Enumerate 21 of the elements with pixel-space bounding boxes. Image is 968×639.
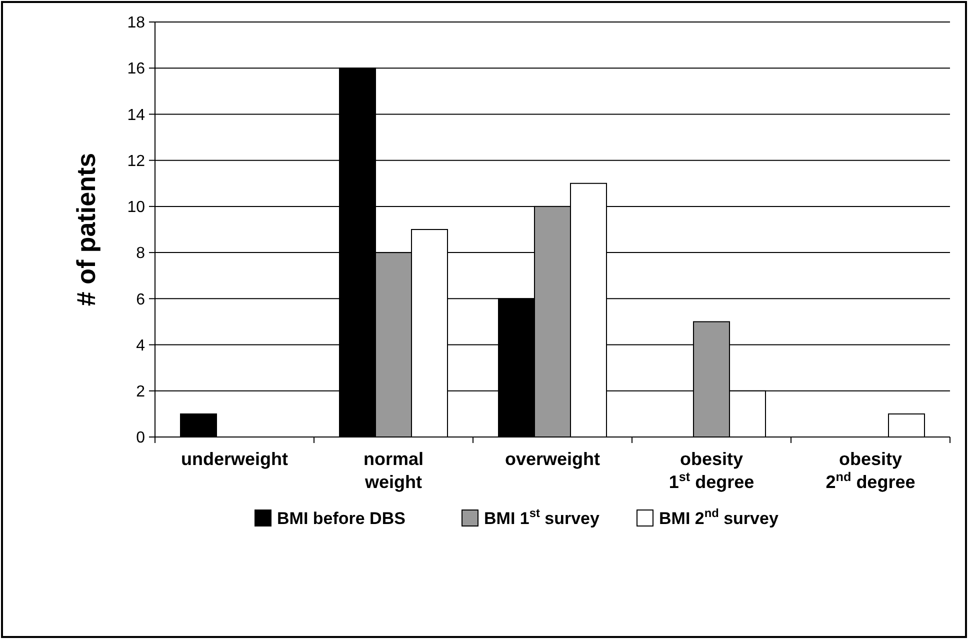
x-tick-label: overweight xyxy=(504,449,600,469)
y-tick-label: 12 xyxy=(127,152,146,170)
x-tick-label: underweight xyxy=(181,449,288,469)
legend-label: BMI before DBS xyxy=(277,509,406,528)
x-tick-label: normal weight xyxy=(363,449,424,492)
y-tick-label: 8 xyxy=(136,245,146,262)
y-tick-label: 2 xyxy=(136,383,146,400)
y-tick-label: 10 xyxy=(127,199,146,216)
bar xyxy=(180,413,217,438)
y-axis-title: # of patients xyxy=(71,152,101,306)
x-tick-label: obesity 1$^{st}$ degree xyxy=(668,449,754,492)
legend-label: BMI 2$^{nd}$ survey xyxy=(659,506,779,528)
y-tick-label: 6 xyxy=(136,291,146,308)
bar xyxy=(888,413,925,438)
x-tick-label: obesity 2$^{nd}$ degree xyxy=(826,449,916,492)
y-tick-label: 18 xyxy=(127,14,146,32)
y-tick-label: 0 xyxy=(136,430,146,447)
y-tick-label: 4 xyxy=(136,337,146,354)
y-tick-label: 16 xyxy=(127,60,146,78)
y-tick-label: 14 xyxy=(127,106,146,124)
legend-label: BMI 1$^{st}$ survey xyxy=(484,506,600,528)
